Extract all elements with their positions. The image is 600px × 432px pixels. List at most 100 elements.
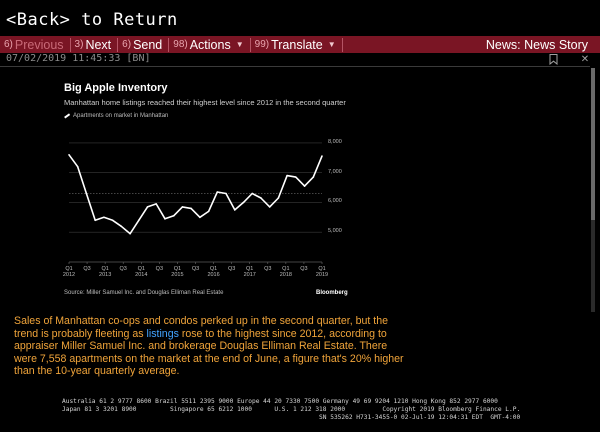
toolbar-separator <box>249 37 251 52</box>
actions-menu[interactable]: 98) Actions ▼ <box>169 36 249 53</box>
data-point <box>164 218 166 220</box>
x-tick-label: Q1 2017 <box>241 266 259 278</box>
story-actions: ✕ <box>546 53 592 66</box>
translate-menu[interactable]: 99) Translate ▼ <box>251 36 342 53</box>
data-point <box>76 165 79 168</box>
x-tick-year: 2015 <box>171 272 184 278</box>
data-point <box>68 154 70 156</box>
previous-label: Previous <box>14 37 64 52</box>
x-tick-quarter: Q3 <box>83 266 91 272</box>
scrollbar-thumb[interactable] <box>591 68 595 220</box>
chart-brand-logo: Bloomberg <box>316 290 348 296</box>
scrollbar-track[interactable] <box>591 220 595 312</box>
x-tick-label: Q3 <box>295 266 313 272</box>
x-tick-quarter: Q3 <box>264 266 272 272</box>
next-label: Next <box>85 37 112 52</box>
x-tick-quarter: Q1 <box>246 266 254 272</box>
x-tick-quarter: Q1 <box>173 266 182 272</box>
toolbar-separator <box>168 37 170 52</box>
send-button[interactable]: 6) Send <box>118 36 168 53</box>
x-tick-label: Q3 <box>259 266 277 272</box>
series-line-apartments <box>68 154 323 235</box>
news-story-label: News: News Story <box>485 37 588 52</box>
actions-shortcut: 98) <box>173 39 188 50</box>
x-tick-label: Q1 2015 <box>168 266 186 278</box>
y-tick-label: 8,000 <box>328 138 342 145</box>
article-text-before: Sales of Manhattan co-ops and condos per… <box>14 315 388 340</box>
data-point <box>111 219 114 222</box>
data-point <box>286 174 288 177</box>
x-tick-quarter: Q1 <box>209 266 218 272</box>
data-point <box>155 203 158 205</box>
translate-shortcut: 99) <box>254 39 270 50</box>
data-point <box>85 192 88 195</box>
data-point <box>172 215 175 217</box>
x-tick-quarter: Q1 <box>282 266 290 272</box>
data-point <box>129 232 131 235</box>
x-tick-quarter: Q1 <box>137 266 145 272</box>
toolbar-separator <box>341 37 343 52</box>
data-point <box>181 206 184 208</box>
x-tick-year: 2019 <box>315 272 329 278</box>
actions-label: Actions <box>189 37 231 52</box>
x-tick-year: 2017 <box>243 272 256 278</box>
data-point <box>225 192 227 195</box>
footer-line-3: SN 535262 H731-3455-0 02-Jul-19 12:04:31… <box>62 414 521 421</box>
x-tick-label: Q3 <box>187 266 205 272</box>
chart-title: Big Apple Inventory <box>64 82 168 94</box>
x-tick-label: Q3 <box>114 266 132 272</box>
data-point <box>321 155 323 157</box>
data-point <box>120 225 123 228</box>
data-point <box>312 176 315 178</box>
send-shortcut: 6) <box>122 39 132 50</box>
close-icon[interactable]: ✕ <box>580 54 590 65</box>
send-label: Send <box>133 37 163 52</box>
x-tick-quarter: Q1 <box>318 266 326 272</box>
chevron-down-icon: ▼ <box>235 40 244 49</box>
chart-subtitle: Manhattan home listings reached their hi… <box>64 98 346 107</box>
data-point <box>277 197 280 199</box>
data-point <box>268 206 271 208</box>
x-tick-quarter: Q3 <box>191 266 200 272</box>
header-divider <box>0 66 590 67</box>
footer-contacts: Australia 61 2 9777 8600 Brazil 5511 239… <box>62 398 582 422</box>
previous-shortcut: 6) <box>4 39 13 50</box>
x-tick-label: Q1 2014 <box>132 266 150 278</box>
y-tick-label: 7,000 <box>328 168 342 175</box>
next-button[interactable]: 3) Next <box>71 36 118 53</box>
story-timestamp: 07/02/2019 11:45:33 [BN] <box>6 53 151 64</box>
article-text-after: rose to the highest since 2012, accordin… <box>14 327 404 378</box>
legend-label: Apartments on market in Manhattan <box>73 113 169 119</box>
back-bar[interactable]: <Back> to Return <box>0 0 600 36</box>
data-point <box>295 176 297 178</box>
x-tick-quarter: Q1 <box>101 266 109 272</box>
x-tick-year: 2013 <box>99 272 112 278</box>
data-point <box>216 191 219 193</box>
x-tick-quarter: Q3 <box>227 266 236 272</box>
toolbar: 6) Previous 3) Next 6) Send 98) Actions … <box>0 36 600 53</box>
data-point <box>103 216 105 219</box>
toolbar-separator <box>117 37 119 52</box>
x-tick-label: Q1 2013 <box>96 266 114 278</box>
data-point <box>251 192 254 195</box>
x-tick-label: Q1 2012 <box>60 266 78 278</box>
toolbar-separator <box>69 37 71 52</box>
listings-link[interactable]: listings <box>146 327 179 340</box>
data-point <box>190 207 192 210</box>
x-tick-label: Q3 <box>78 266 96 272</box>
data-point <box>199 216 201 219</box>
x-tick-year: 2014 <box>135 272 148 278</box>
data-point <box>233 209 236 211</box>
y-tick-label: 6,000 <box>328 198 342 205</box>
bookmark-icon[interactable] <box>546 53 560 66</box>
x-tick-year: 2016 <box>207 272 220 278</box>
x-tick-quarter: Q3 <box>155 266 164 272</box>
x-tick-label: Q1 2016 <box>205 266 223 278</box>
previous-button[interactable]: 6) Previous <box>0 36 70 53</box>
y-tick-label: 5,000 <box>328 228 342 235</box>
back-to-return-link[interactable]: <Back> to Return <box>6 10 178 30</box>
x-tick-quarter: Q1 <box>65 266 73 272</box>
data-point <box>303 185 306 187</box>
x-tick-label: Q3 <box>150 266 168 272</box>
data-point <box>207 210 210 213</box>
